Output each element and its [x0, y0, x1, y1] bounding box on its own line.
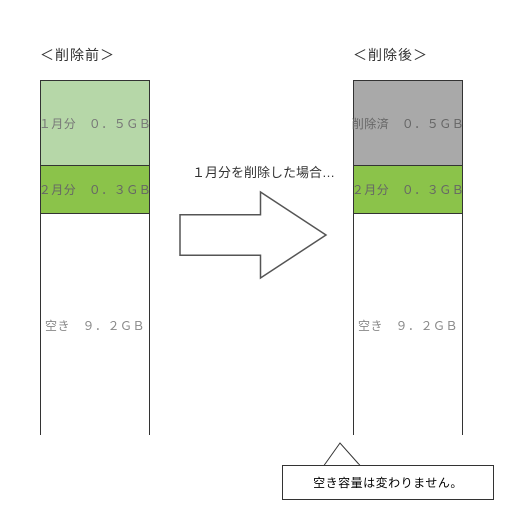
- callout-box: 空き容量は変わりません。: [282, 465, 494, 500]
- segment: 削除済 ０．５ＧＢ: [354, 81, 462, 166]
- arrow-icon: [178, 190, 328, 280]
- segment: １月分 ０．５ＧＢ: [41, 81, 149, 166]
- segment: 空き ９．２ＧＢ: [354, 214, 462, 436]
- after-heading: ＜削除後＞: [353, 45, 428, 65]
- before-heading: ＜削除前＞: [40, 45, 115, 65]
- after-bar: 削除済 ０．５ＧＢ２月分 ０．３ＧＢ空き ９．２ＧＢ: [353, 80, 463, 435]
- segment: 空き ９．２ＧＢ: [41, 214, 149, 436]
- before-bar: １月分 ０．５ＧＢ２月分 ０．３ＧＢ空き ９．２ＧＢ: [40, 80, 150, 435]
- segment: ２月分 ０．３ＧＢ: [41, 166, 149, 214]
- action-caption: １月分を削除した場合…: [192, 162, 335, 181]
- segment: ２月分 ０．３ＧＢ: [354, 166, 462, 214]
